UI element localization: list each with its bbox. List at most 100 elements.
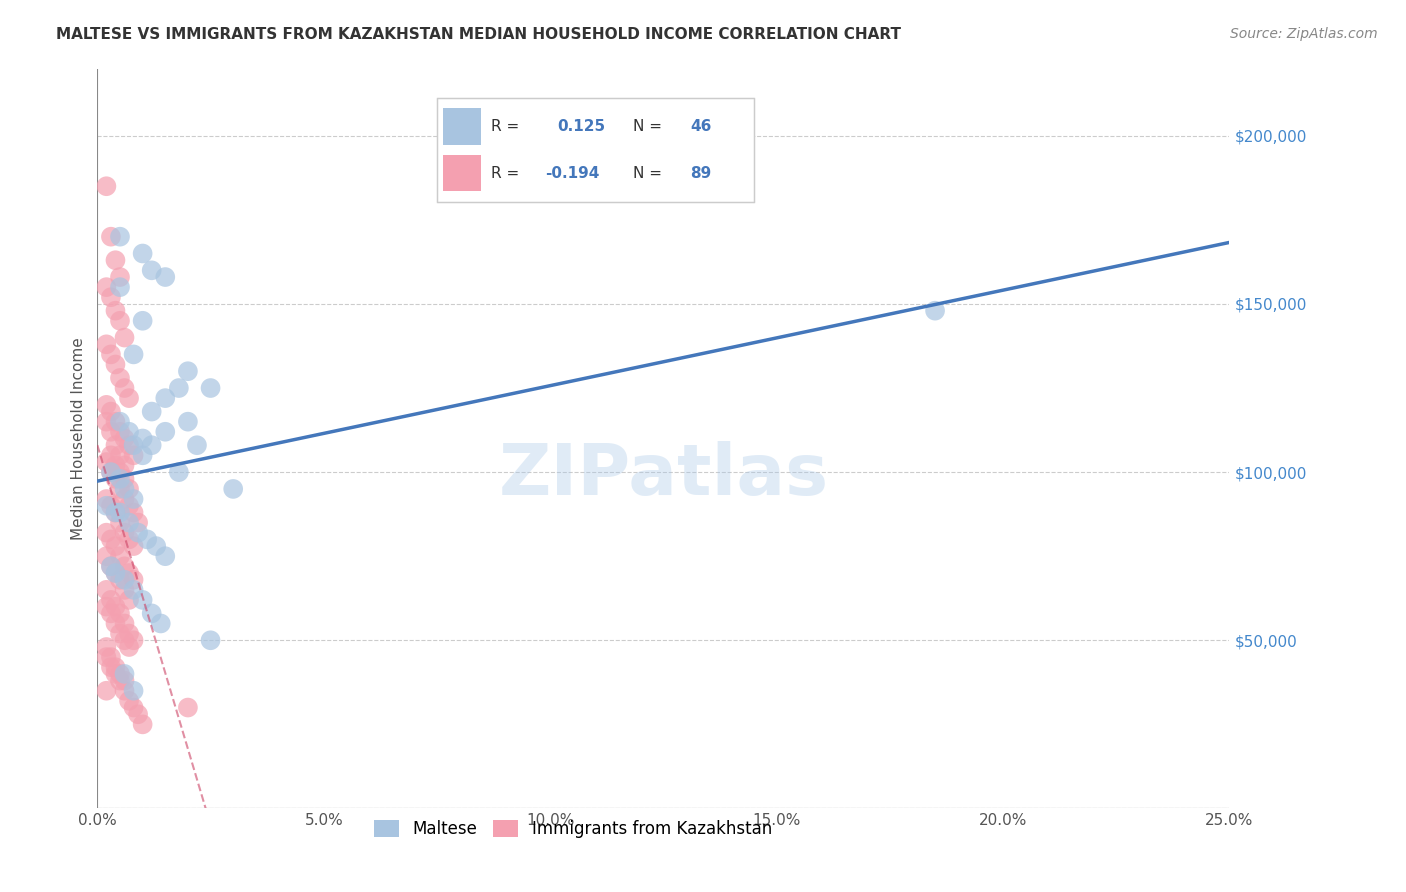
Point: [114, 482, 136, 496]
Point: [131, 593, 153, 607]
Point: [122, 573, 145, 587]
Point: [114, 633, 136, 648]
Point: [114, 683, 136, 698]
Point: [177, 415, 200, 429]
Point: [100, 607, 122, 621]
Text: ZIPatlas: ZIPatlas: [498, 441, 828, 510]
Point: [100, 650, 122, 665]
Point: [108, 314, 131, 328]
Point: [100, 499, 122, 513]
Point: [155, 549, 177, 564]
Point: [108, 516, 131, 530]
Point: [114, 616, 136, 631]
Point: [118, 640, 141, 654]
Point: [118, 499, 141, 513]
Point: [108, 270, 131, 285]
Point: [114, 491, 136, 506]
Point: [108, 667, 131, 681]
Point: [122, 347, 145, 361]
Point: [114, 667, 136, 681]
Point: [96, 683, 118, 698]
Point: [108, 229, 131, 244]
Point: [96, 179, 118, 194]
Point: [108, 482, 131, 496]
Point: [122, 633, 145, 648]
Point: [108, 472, 131, 486]
Point: [114, 472, 136, 486]
Point: [100, 448, 122, 462]
Point: [108, 448, 131, 462]
Point: [104, 303, 127, 318]
Point: [167, 465, 190, 479]
Text: MALTESE VS IMMIGRANTS FROM KAZAKHSTAN MEDIAN HOUSEHOLD INCOME CORRELATION CHART: MALTESE VS IMMIGRANTS FROM KAZAKHSTAN ME…: [56, 27, 901, 42]
Point: [186, 438, 208, 452]
Point: [96, 525, 118, 540]
Point: [104, 253, 127, 268]
Point: [141, 438, 163, 452]
Point: [96, 398, 118, 412]
Point: [96, 337, 118, 351]
Point: [100, 559, 122, 574]
Point: [122, 506, 145, 520]
Point: [118, 626, 141, 640]
Point: [96, 650, 118, 665]
Point: [131, 432, 153, 446]
Point: [108, 626, 131, 640]
Point: [100, 404, 122, 418]
Point: [177, 364, 200, 378]
Point: [122, 438, 145, 452]
Point: [114, 559, 136, 574]
Point: [100, 290, 122, 304]
Point: [131, 448, 153, 462]
Point: [96, 640, 118, 654]
Point: [104, 616, 127, 631]
Point: [122, 582, 145, 597]
Point: [131, 717, 153, 731]
Point: [141, 404, 163, 418]
Point: [114, 381, 136, 395]
Point: [100, 465, 122, 479]
Point: [96, 599, 118, 614]
Point: [108, 415, 131, 429]
Point: [104, 667, 127, 681]
Point: [200, 381, 222, 395]
Point: [149, 616, 172, 631]
Point: [96, 455, 118, 469]
Point: [122, 448, 145, 462]
Point: [127, 525, 149, 540]
Point: [96, 491, 118, 506]
Point: [108, 465, 131, 479]
Point: [108, 506, 131, 520]
Point: [96, 280, 118, 294]
Point: [114, 432, 136, 446]
Point: [114, 582, 136, 597]
Point: [96, 415, 118, 429]
Point: [131, 246, 153, 260]
Point: [118, 391, 141, 405]
Point: [155, 425, 177, 439]
Point: [131, 314, 153, 328]
Point: [155, 391, 177, 405]
Point: [100, 425, 122, 439]
Point: [104, 566, 127, 580]
Point: [118, 593, 141, 607]
Point: [104, 660, 127, 674]
Point: [108, 280, 131, 294]
Point: [114, 673, 136, 688]
Point: [104, 599, 127, 614]
Point: [141, 263, 163, 277]
Point: [118, 533, 141, 547]
Point: [136, 533, 159, 547]
Point: [104, 472, 127, 486]
Point: [104, 438, 127, 452]
Point: [118, 438, 141, 452]
Point: [122, 539, 145, 553]
Point: [104, 506, 127, 520]
Point: [114, 525, 136, 540]
Point: [104, 458, 127, 473]
Point: [114, 573, 136, 587]
Point: [141, 607, 163, 621]
Point: [100, 593, 122, 607]
Point: [114, 330, 136, 344]
Point: [96, 499, 118, 513]
